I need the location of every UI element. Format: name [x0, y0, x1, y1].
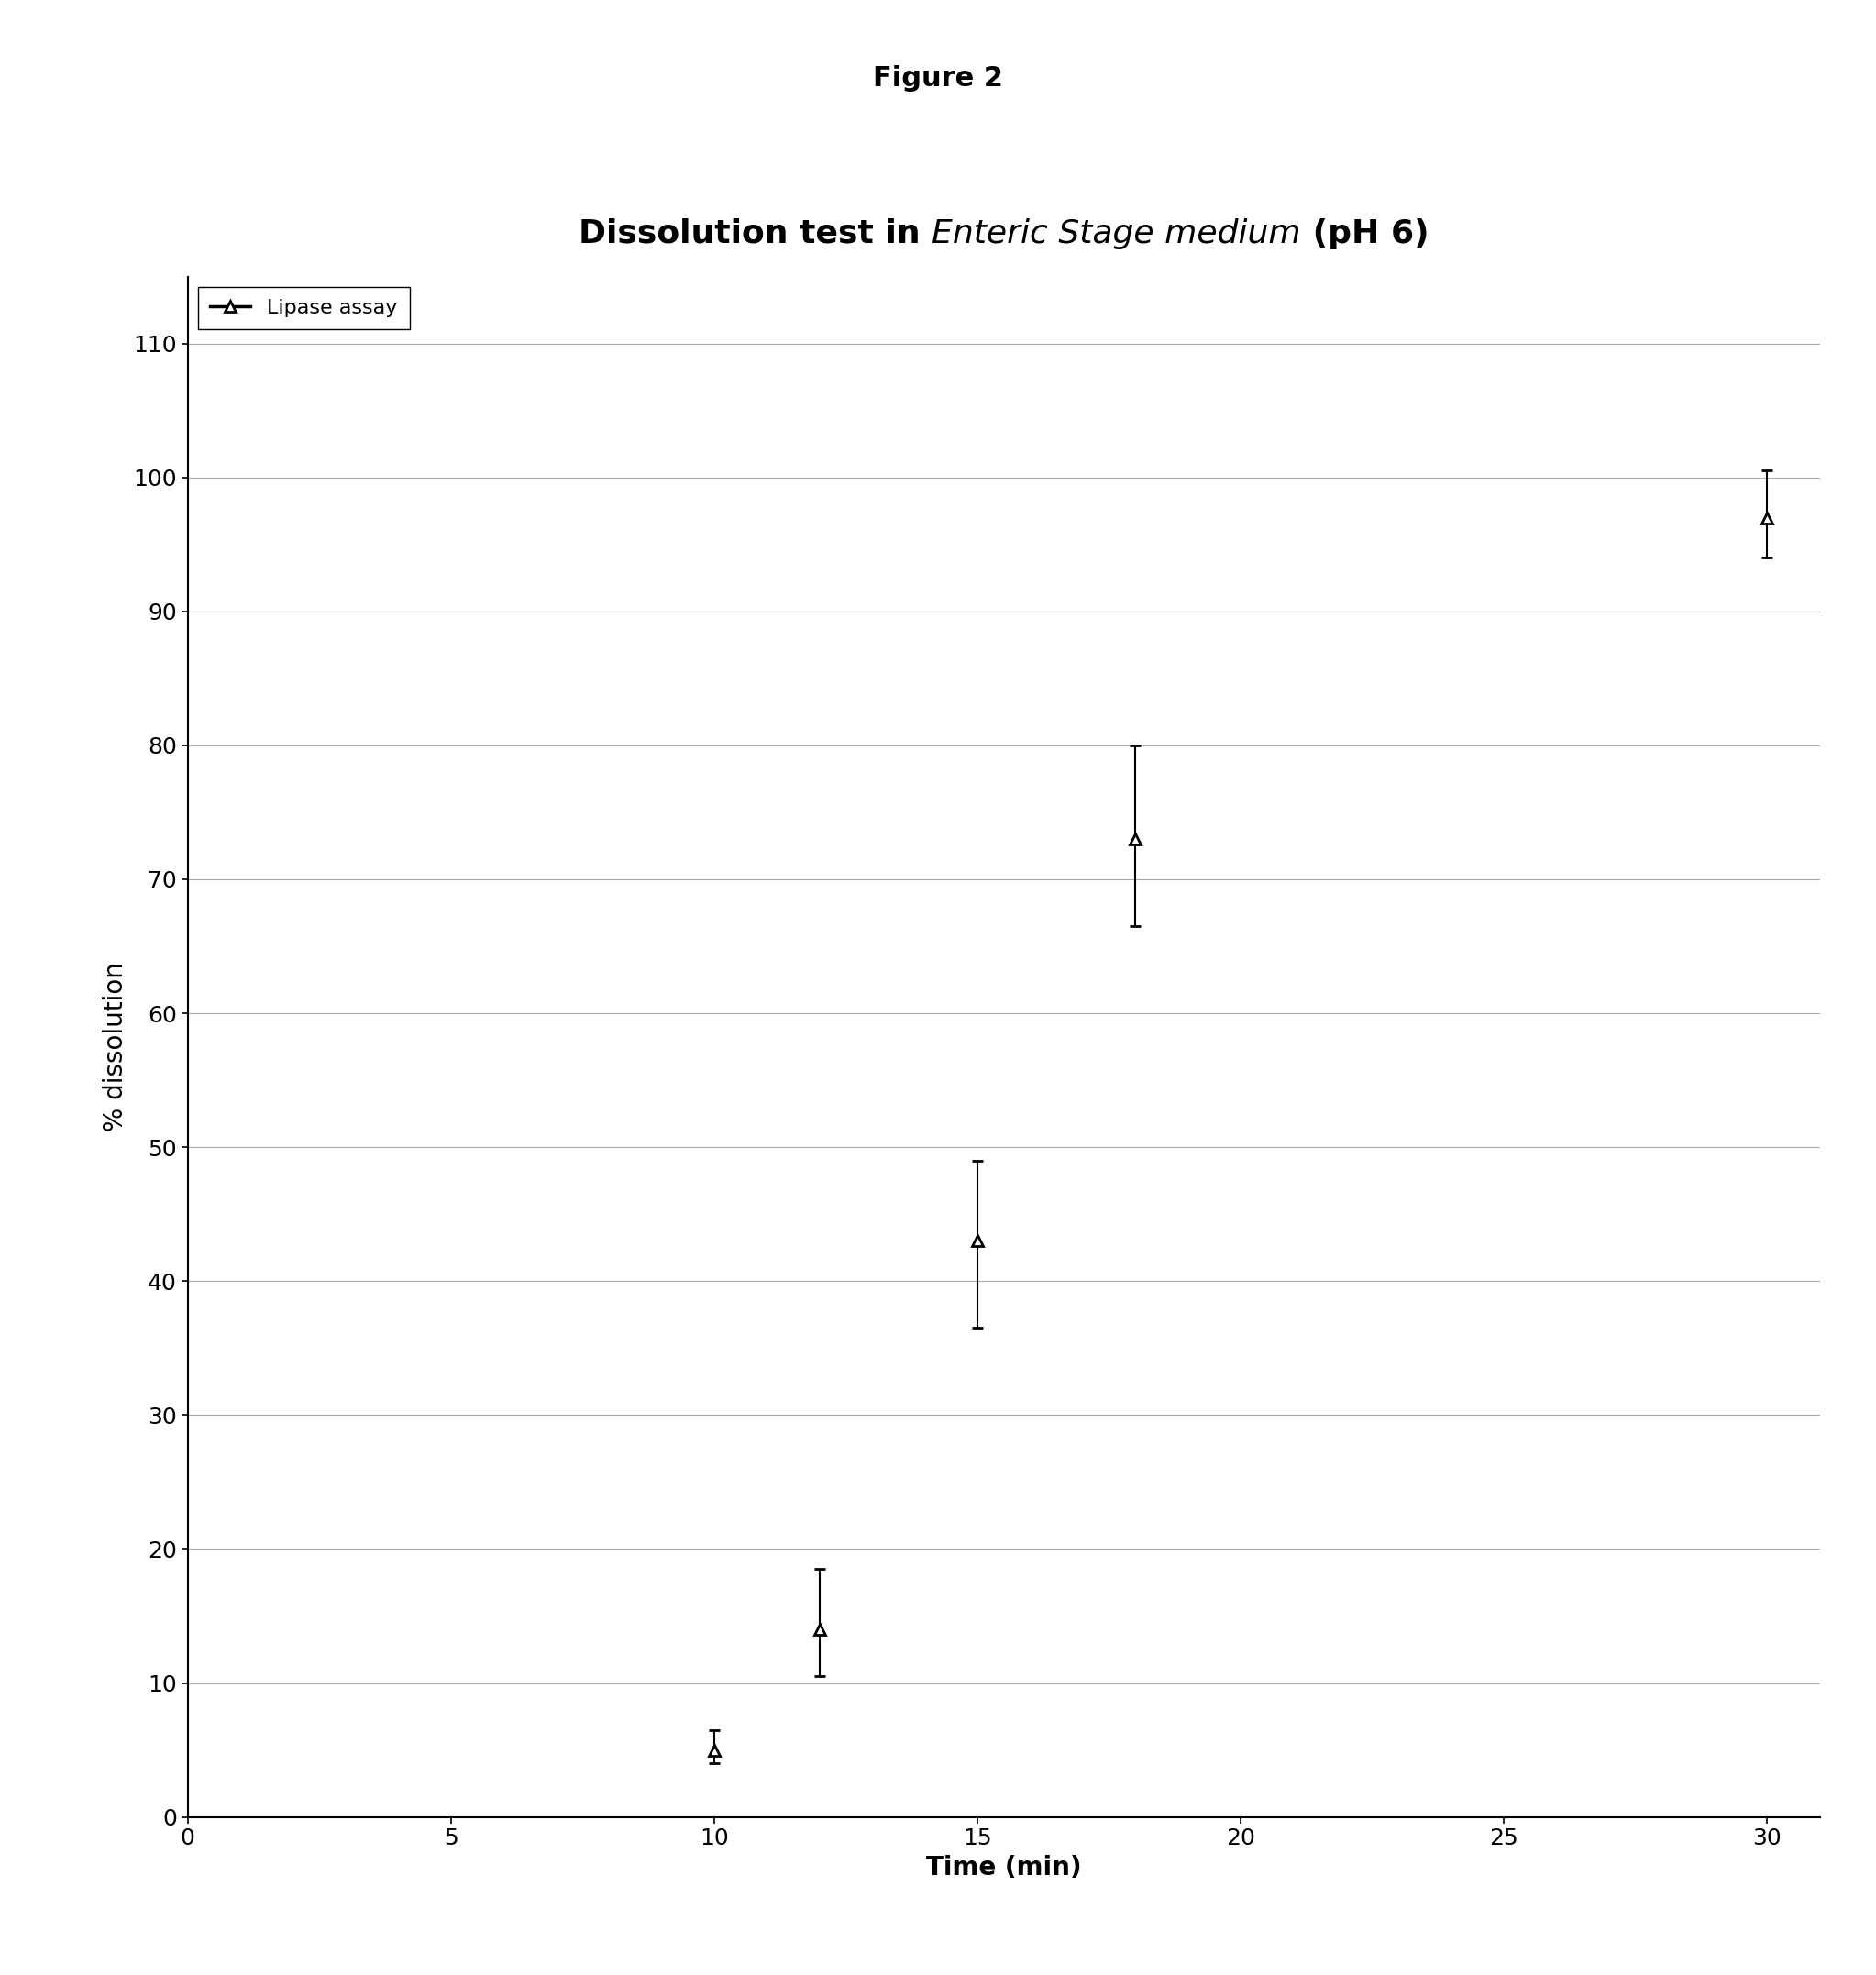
Text: Dissolution test in: Dissolution test in: [578, 217, 932, 249]
Text: (pH 6): (pH 6): [1300, 217, 1430, 249]
Text: Figure 2: Figure 2: [872, 65, 1004, 91]
Text: Enteric Stage medium: Enteric Stage medium: [932, 217, 1300, 249]
Legend: Lipase assay: Lipase assay: [197, 286, 409, 330]
X-axis label: Time (min): Time (min): [927, 1855, 1081, 1880]
Y-axis label: % dissolution: % dissolution: [103, 962, 128, 1132]
